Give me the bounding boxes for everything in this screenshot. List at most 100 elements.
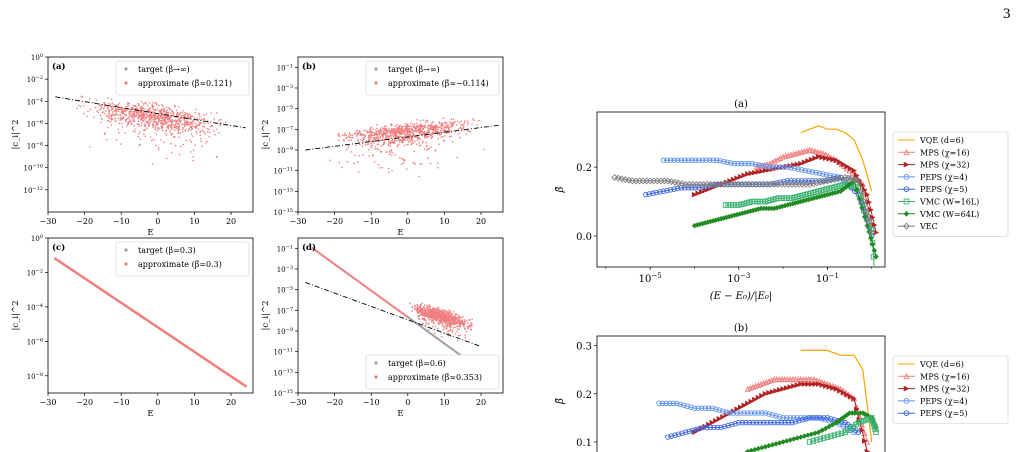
approx-point: [428, 318, 431, 321]
series-marker: [871, 222, 878, 228]
approx-point: [108, 112, 111, 115]
approx-point: [352, 136, 354, 139]
y-tick-label: 10−6: [27, 119, 43, 128]
approx-point: [190, 126, 193, 129]
series-marker: [732, 420, 738, 427]
approx-point: [362, 154, 365, 156]
series-marker: [837, 159, 843, 166]
approx-point: [418, 175, 420, 178]
approx-point: [414, 130, 416, 133]
approx-point: [166, 111, 168, 114]
approx-point: [433, 129, 436, 132]
series-marker: [664, 187, 670, 194]
x-tick-label: 0: [405, 217, 410, 226]
series-marker: [780, 415, 786, 421]
x-tick-label: 10: [189, 398, 199, 407]
approx-point: [429, 315, 432, 317]
y-tick-label: 0.2: [576, 390, 592, 401]
approx-point: [451, 121, 454, 124]
approx-point: [383, 125, 386, 128]
series-marker: [776, 387, 783, 393]
approx-point: [370, 137, 373, 139]
approx-point: [452, 310, 455, 313]
approx-point: [440, 322, 442, 324]
y-tick-label: 0.0: [576, 232, 592, 243]
approx-point: [418, 318, 421, 321]
series-marker: [774, 164, 780, 170]
approx-point: [118, 122, 120, 125]
approx-point: [344, 132, 346, 135]
approx-point: [449, 317, 452, 319]
series-marker: [868, 415, 875, 421]
approx-point: [432, 321, 435, 324]
approx-point: [387, 168, 390, 170]
approx-point: [120, 118, 122, 121]
approx-point: [125, 105, 128, 107]
approx-point: [347, 146, 350, 149]
approx-point: [148, 119, 151, 121]
approx-point: [451, 331, 454, 333]
approx-point: [427, 317, 430, 320]
approx-point: [457, 334, 460, 337]
approx-point: [446, 324, 449, 327]
approx-point: [144, 123, 146, 125]
approx-point: [428, 305, 430, 308]
approx-point: [199, 130, 202, 133]
approx-point: [160, 117, 163, 119]
approx-point: [218, 131, 220, 134]
series-marker: [766, 411, 772, 417]
approx-point: [397, 139, 400, 141]
series-marker: [795, 178, 801, 184]
approx-point: [143, 133, 145, 135]
approx-point: [470, 324, 473, 327]
approx-point: [405, 124, 408, 127]
approx-point: [186, 124, 188, 126]
approx-point: [458, 315, 460, 317]
y-tick-label: 10−7: [277, 125, 293, 134]
approx-point: [182, 114, 185, 117]
approx-point: [424, 318, 426, 321]
approx-point: [377, 163, 380, 166]
approx-point: [380, 131, 383, 134]
approx-point: [133, 116, 135, 119]
series-marker: [794, 161, 801, 168]
panel-right_a: (a)0.00.210−5 10−3 10−1(E − E₀)/|E₀|β̃VQE …: [555, 99, 1009, 302]
approx-point: [191, 135, 194, 137]
series-marker: [723, 409, 730, 415]
approx-point: [411, 134, 414, 137]
approx-point: [426, 130, 429, 133]
approx-point: [374, 136, 376, 139]
approx-point: [458, 133, 461, 135]
series-marker: [806, 178, 812, 184]
approx-point: [172, 120, 174, 122]
approx-point: [408, 137, 410, 140]
legend-label: MPS (χ=16): [920, 148, 970, 157]
approx-point: [373, 138, 376, 141]
approx-point: [453, 322, 456, 325]
approx-point: [102, 107, 105, 110]
approx-point: [421, 302, 424, 305]
approx-point: [450, 135, 452, 137]
approx-point: [402, 131, 405, 134]
series-marker: [817, 436, 824, 442]
approx-point: [105, 138, 108, 141]
y-tick-label: 10−7: [277, 306, 293, 315]
series-marker: [805, 381, 811, 387]
approx-point: [135, 111, 137, 114]
approx-point: [105, 110, 107, 112]
approx-point: [442, 309, 445, 312]
approx-point: [456, 120, 459, 123]
series-marker: [752, 169, 758, 176]
approx-point: [169, 132, 172, 134]
approx-point: [341, 134, 344, 137]
series-group: [656, 349, 879, 452]
series-marker: [762, 167, 769, 174]
approx-point: [195, 132, 198, 135]
approx-point: [162, 114, 165, 116]
series-marker: [811, 376, 818, 383]
approx-point: [138, 116, 140, 119]
series-marker: [829, 421, 836, 428]
approx-point: [161, 128, 163, 130]
series-marker: [824, 434, 831, 440]
approx-point: [452, 122, 455, 125]
